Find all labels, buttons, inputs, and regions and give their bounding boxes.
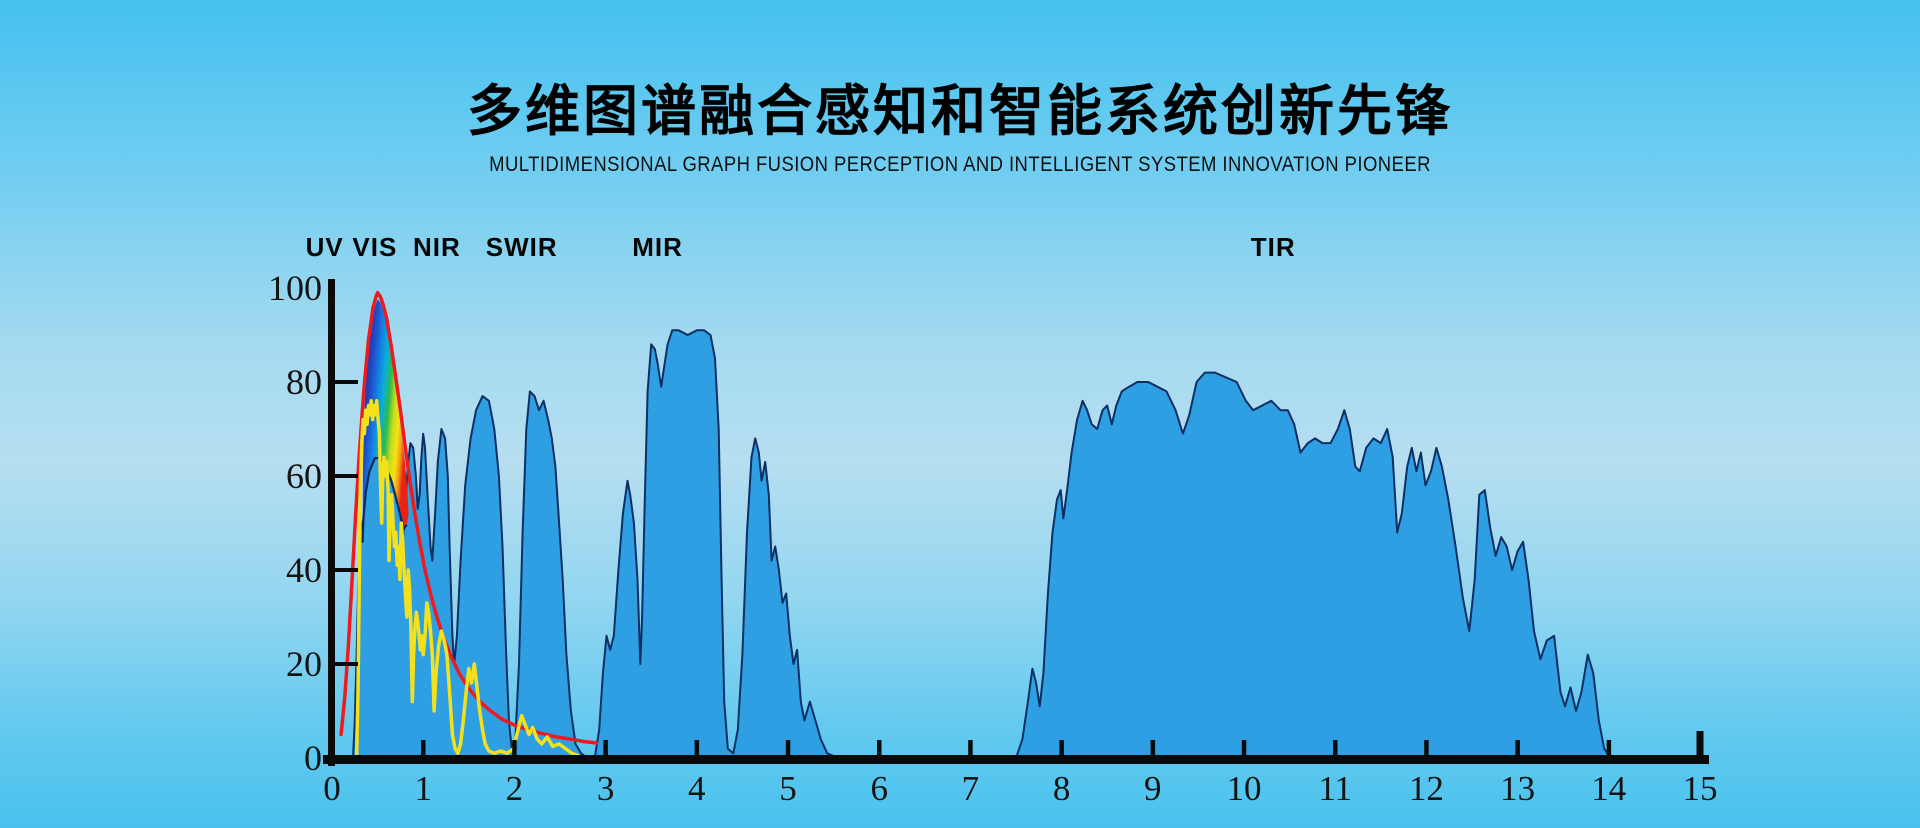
x-tick [1059,740,1064,759]
atmospheric-transmission [352,329,1619,759]
x-tick [785,740,791,759]
y-tick-label: 60 [286,456,322,496]
x-tick-label: 6 [870,769,888,808]
band-label-tir: TIR [1250,232,1296,262]
y-tick-label: 0 [304,738,322,778]
x-tick-label: 4 [688,769,706,808]
y-axis-line [328,279,335,766]
band-label-swir: SWIR [485,232,558,262]
x-tick [1333,740,1338,759]
band-label-mir: MIR [632,232,683,262]
y-tick-label: 40 [286,550,322,590]
x-tick [694,740,700,759]
x-tick [421,740,426,759]
x-tick-label: 1 [414,769,432,808]
y-tick-label: 100 [268,268,322,308]
x-tick [603,740,608,759]
page-title: 多维图谱融合感知和智能系统创新先锋 [466,80,1454,142]
page-subtitle: MULTIDIMENSIONAL GRAPH FUSION PERCEPTION… [489,153,1431,176]
band-label-vis: VIS [352,232,398,262]
x-tick [1424,740,1429,759]
x-tick-label: 15 [1683,769,1718,808]
x-tick-label: 2 [506,769,524,808]
y-tick-label: 20 [286,644,322,684]
x-tick-label: 12 [1409,769,1444,808]
x-tick [877,740,882,759]
y-tick-label: 80 [286,362,322,402]
x-tick [1241,740,1247,759]
ground-solar-irradiance-curve [354,399,580,760]
band-label-nir: NIR [412,232,461,262]
y-tick [331,380,358,384]
x-tick [1150,740,1156,759]
extraterrestrial-solar-envelope-curve [339,290,599,745]
x-tick-label: 0 [323,769,341,808]
visible-spectrum-peak [362,299,409,542]
x-tick-label: 9 [1144,769,1162,808]
x-tick [1606,740,1612,759]
y-tick [331,474,358,478]
x-axis-line [323,755,1709,764]
x-tick [1696,731,1704,759]
x-tick-label: 5 [779,769,797,808]
x-tick-label: 10 [1227,769,1262,808]
x-tick-label: 7 [962,769,980,808]
x-tick-label: 13 [1500,769,1535,808]
y-tick [331,568,358,572]
band-label-uv: UV [305,232,344,262]
series-layer [339,290,1619,760]
x-tick-label: 14 [1591,769,1626,808]
x-tick-label: 11 [1318,769,1352,808]
x-tick-label: 3 [597,769,615,808]
x-tick [1515,740,1520,759]
x-tick-label: 8 [1053,769,1071,808]
x-tick [512,740,517,759]
y-tick [331,662,358,666]
x-tick [968,740,973,759]
